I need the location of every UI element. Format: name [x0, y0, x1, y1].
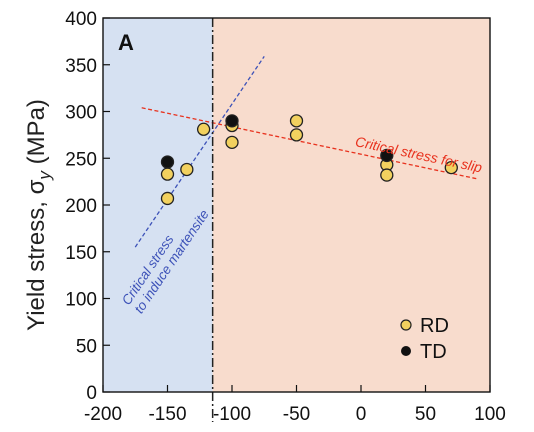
point-rd-9: [380, 168, 394, 182]
axis-ticks: -200 -150 -100 -50 0 50 100 0 50 100 150 200 250 300 3…: [65, 9, 506, 425]
point-td-2: [380, 148, 394, 163]
point-rd-5: [225, 135, 239, 150]
y-tick-label-200: 200: [65, 196, 97, 217]
y-tick-label-0: 0: [86, 383, 97, 404]
x-tick-label--50: -50: [283, 404, 310, 425]
y-tick-label-50: 50: [76, 336, 97, 357]
x-tick-label-50: 50: [415, 404, 436, 425]
y-axis-title-unit: (MPa): [23, 99, 50, 171]
region-0: [103, 18, 213, 392]
y-tick-label-350: 350: [65, 56, 97, 77]
panel-label: A: [118, 30, 134, 55]
point-td-1: [225, 114, 239, 128]
x-tick-label--200: -200: [84, 404, 122, 425]
x-tick-label-100: 100: [474, 404, 506, 425]
y-axis-title: Yield stress, σy (MPa): [23, 99, 54, 331]
y-tick-label-300: 300: [65, 103, 97, 124]
y-tick-label-250: 250: [65, 149, 97, 170]
point-rd-1: [160, 191, 175, 206]
trend-line-1: [134, 55, 265, 248]
region-1: [212, 18, 490, 392]
legend-label-td: TD: [420, 341, 447, 363]
point-rd-2: [180, 162, 194, 177]
point-rd-0: [160, 167, 175, 181]
legend-label-rd: RD: [420, 315, 449, 337]
y-tick-label-150: 150: [65, 243, 97, 264]
legend-marker-td: [401, 346, 411, 356]
trend-lines: [134, 55, 478, 248]
point-rd-10: [444, 160, 458, 175]
y-axis-title-subscript: y: [35, 170, 54, 181]
trend-line-0: [141, 107, 478, 180]
data-points: [160, 114, 458, 206]
region-shading: [103, 18, 490, 392]
point-rd-3: [196, 122, 211, 136]
y-tick-label-400: 400: [65, 9, 97, 30]
y-tick-label-100: 100: [65, 290, 97, 311]
x-tick-label--100: -100: [213, 404, 251, 425]
x-tick-label-0: 0: [356, 404, 367, 425]
point-rd-7: [289, 128, 304, 142]
point-rd-6: [289, 114, 304, 128]
x-tick-label--150: -150: [148, 404, 186, 425]
legend: RD TD: [400, 315, 449, 363]
y-axis-title-main: Yield stress, σ: [23, 179, 50, 330]
point-td-0: [160, 155, 175, 169]
legend-marker-rd: [400, 319, 412, 331]
